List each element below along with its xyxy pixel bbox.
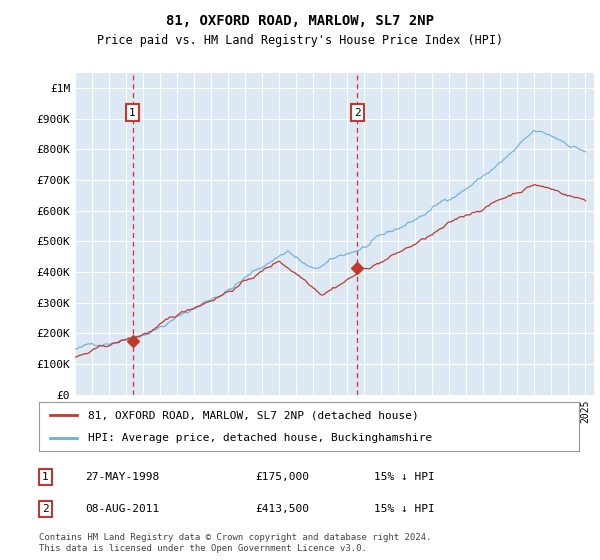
Text: 81, OXFORD ROAD, MARLOW, SL7 2NP (detached house): 81, OXFORD ROAD, MARLOW, SL7 2NP (detach…: [88, 410, 418, 421]
Text: 15% ↓ HPI: 15% ↓ HPI: [374, 504, 434, 514]
Text: 1: 1: [42, 472, 49, 482]
Text: 15% ↓ HPI: 15% ↓ HPI: [374, 472, 434, 482]
Text: 27-MAY-1998: 27-MAY-1998: [85, 472, 159, 482]
Text: 81, OXFORD ROAD, MARLOW, SL7 2NP: 81, OXFORD ROAD, MARLOW, SL7 2NP: [166, 14, 434, 28]
Text: 2: 2: [42, 504, 49, 514]
Text: HPI: Average price, detached house, Buckinghamshire: HPI: Average price, detached house, Buck…: [88, 433, 432, 443]
Text: 1: 1: [129, 108, 136, 118]
Text: £175,000: £175,000: [255, 472, 309, 482]
Text: Contains HM Land Registry data © Crown copyright and database right 2024.
This d: Contains HM Land Registry data © Crown c…: [39, 533, 431, 553]
Text: Price paid vs. HM Land Registry's House Price Index (HPI): Price paid vs. HM Land Registry's House …: [97, 34, 503, 46]
Text: 2: 2: [354, 108, 361, 118]
Text: £413,500: £413,500: [255, 504, 309, 514]
Text: 08-AUG-2011: 08-AUG-2011: [85, 504, 159, 514]
